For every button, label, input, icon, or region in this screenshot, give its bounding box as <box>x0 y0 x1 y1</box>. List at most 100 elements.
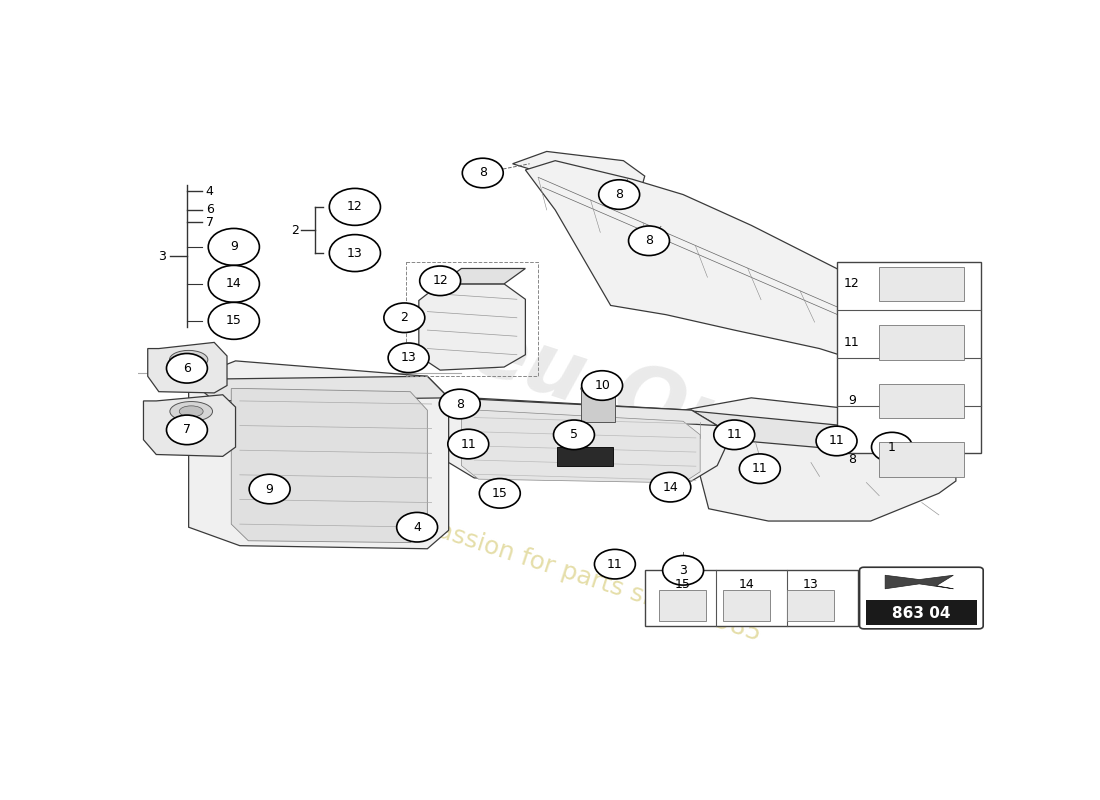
Circle shape <box>714 420 755 450</box>
Bar <box>788 590 834 621</box>
Ellipse shape <box>585 386 611 393</box>
Circle shape <box>582 370 623 400</box>
Circle shape <box>388 343 429 373</box>
Ellipse shape <box>169 350 208 369</box>
Polygon shape <box>440 269 526 284</box>
Circle shape <box>166 354 208 383</box>
Circle shape <box>553 420 594 450</box>
Text: 15: 15 <box>675 578 691 591</box>
Text: 5: 5 <box>570 428 578 442</box>
Text: 11: 11 <box>607 558 623 570</box>
Circle shape <box>480 478 520 508</box>
Text: 2: 2 <box>400 311 408 324</box>
Polygon shape <box>189 376 449 401</box>
Bar <box>879 266 965 301</box>
Text: 11: 11 <box>844 336 860 349</box>
Ellipse shape <box>581 383 615 394</box>
Circle shape <box>208 266 260 302</box>
Circle shape <box>208 229 260 266</box>
Text: 13: 13 <box>400 351 417 364</box>
Text: 8: 8 <box>478 166 487 179</box>
Text: 10: 10 <box>594 379 610 392</box>
Polygon shape <box>147 342 227 393</box>
Text: 863 04: 863 04 <box>892 606 950 621</box>
FancyBboxPatch shape <box>836 262 981 454</box>
Bar <box>866 599 977 625</box>
Ellipse shape <box>179 406 204 417</box>
Circle shape <box>397 513 438 542</box>
Text: 13: 13 <box>803 578 818 591</box>
Text: 11: 11 <box>828 434 845 447</box>
Polygon shape <box>683 398 956 521</box>
Text: 13: 13 <box>346 246 363 259</box>
Circle shape <box>329 189 381 226</box>
Text: eu-Ores: eu-Ores <box>461 309 837 499</box>
Bar <box>879 442 965 477</box>
Ellipse shape <box>178 354 199 365</box>
Polygon shape <box>557 447 613 466</box>
Text: 8: 8 <box>455 398 464 410</box>
Circle shape <box>739 454 780 483</box>
Text: 11: 11 <box>461 438 476 450</box>
Text: 14: 14 <box>739 578 755 591</box>
Circle shape <box>871 432 912 462</box>
Text: 6: 6 <box>183 362 191 374</box>
Text: 7: 7 <box>183 423 191 436</box>
Circle shape <box>250 474 290 504</box>
Text: 15: 15 <box>226 314 242 327</box>
Circle shape <box>594 550 636 579</box>
Bar <box>879 325 965 360</box>
Circle shape <box>816 426 857 456</box>
Circle shape <box>448 430 488 459</box>
Text: 4: 4 <box>414 521 421 534</box>
Text: 7: 7 <box>206 216 213 229</box>
Circle shape <box>662 555 704 585</box>
Polygon shape <box>683 410 956 459</box>
Text: 3: 3 <box>679 564 688 577</box>
Polygon shape <box>189 361 449 549</box>
Text: 14: 14 <box>662 481 679 494</box>
Text: 8: 8 <box>645 234 653 247</box>
Circle shape <box>208 302 260 339</box>
Text: 9: 9 <box>230 241 238 254</box>
Circle shape <box>439 390 481 418</box>
Text: 9: 9 <box>266 482 274 495</box>
Circle shape <box>384 303 425 333</box>
Text: 11: 11 <box>726 428 742 442</box>
FancyBboxPatch shape <box>645 570 858 626</box>
Text: 14: 14 <box>226 278 242 290</box>
Text: 8: 8 <box>615 188 624 201</box>
Text: 2: 2 <box>292 224 299 237</box>
Polygon shape <box>449 398 726 481</box>
Text: 8: 8 <box>848 453 856 466</box>
Text: 11: 11 <box>752 462 768 475</box>
Circle shape <box>462 158 503 188</box>
Polygon shape <box>449 398 717 426</box>
Polygon shape <box>526 161 935 370</box>
Bar <box>723 590 770 621</box>
Text: 12: 12 <box>346 200 363 214</box>
Ellipse shape <box>169 402 212 422</box>
FancyBboxPatch shape <box>859 567 983 629</box>
Circle shape <box>628 226 670 255</box>
Text: 15: 15 <box>492 487 508 500</box>
Polygon shape <box>886 575 954 589</box>
Text: 9: 9 <box>848 394 856 407</box>
Text: 6: 6 <box>206 203 213 217</box>
Circle shape <box>329 234 381 271</box>
Text: 3: 3 <box>157 250 166 262</box>
Bar <box>581 389 615 422</box>
Text: a passion for parts since 1985: a passion for parts since 1985 <box>397 506 764 646</box>
Polygon shape <box>513 151 645 191</box>
Text: 12: 12 <box>844 278 860 290</box>
Polygon shape <box>143 394 235 456</box>
Text: 1: 1 <box>888 441 895 454</box>
Bar <box>879 384 965 418</box>
Bar <box>659 590 706 621</box>
Circle shape <box>650 472 691 502</box>
Polygon shape <box>462 410 700 483</box>
Polygon shape <box>231 389 427 542</box>
Circle shape <box>420 266 461 295</box>
Circle shape <box>166 415 208 445</box>
Text: 12: 12 <box>432 274 448 287</box>
